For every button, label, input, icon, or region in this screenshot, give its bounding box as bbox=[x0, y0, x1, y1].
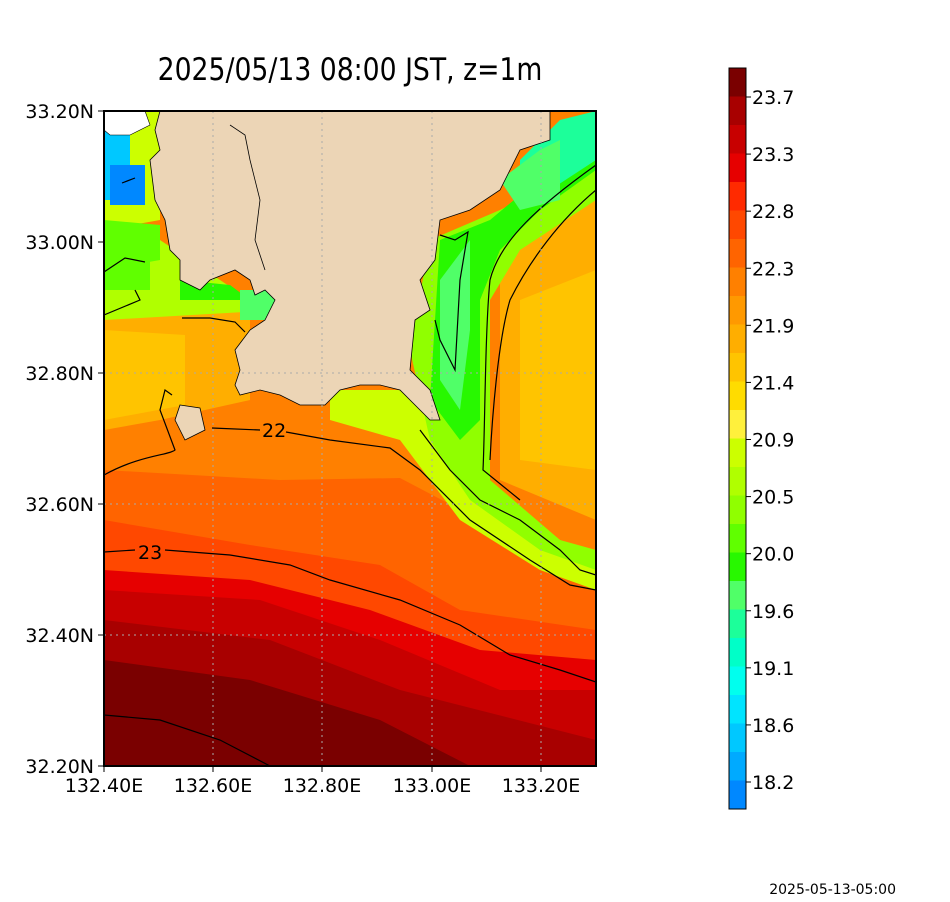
colorbar-swatch bbox=[729, 96, 746, 126]
lat-tick-label: 32.60N bbox=[25, 494, 94, 516]
colorbar-swatch bbox=[729, 666, 746, 696]
colorbar-swatch bbox=[729, 153, 746, 183]
lon-tick-label: 132.60E bbox=[174, 775, 253, 797]
temperature-field bbox=[104, 111, 596, 766]
lon-tick-label: 133.20E bbox=[502, 775, 581, 797]
colorbar-label: 21.4 bbox=[752, 372, 794, 394]
colorbar-swatch bbox=[729, 267, 746, 297]
lon-tick-label: 132.80E bbox=[283, 775, 362, 797]
colorbar-swatch bbox=[729, 609, 746, 639]
colorbar-label: 20.5 bbox=[752, 487, 794, 509]
gridlines bbox=[104, 111, 596, 766]
colorbar-swatch bbox=[729, 239, 746, 268]
map-frame bbox=[103, 110, 597, 767]
colorbar-label: 22.3 bbox=[752, 258, 794, 280]
contour-label-22: 22 bbox=[262, 420, 286, 442]
colorbar-swatch bbox=[729, 410, 746, 439]
colorbar-swatch bbox=[729, 752, 746, 781]
colorbar-labels: 23.7 23.3 22.8 22.3 21.9 21.4 20.9 20.5 20.0 19.6… bbox=[746, 87, 794, 794]
lat-tick-label: 32.40N bbox=[25, 625, 94, 647]
island bbox=[174, 404, 206, 441]
land-mass bbox=[149, 111, 551, 421]
lat-axis: 33.20N 33.00N 32.80N 32.60N 32.40N 32.20… bbox=[25, 101, 104, 778]
colorbar-swatch bbox=[729, 780, 746, 810]
colorbar-swatch bbox=[729, 381, 746, 411]
colorbar-swatch bbox=[729, 581, 746, 610]
lat-tick-label: 32.80N bbox=[25, 363, 94, 385]
colorbar-swatch bbox=[729, 125, 746, 154]
colorbar-swatch bbox=[729, 723, 746, 753]
colorbar-swatch bbox=[729, 638, 746, 667]
lon-axis: 132.40E 132.60E 132.80E 133.00E 133.20E bbox=[65, 766, 581, 797]
lat-tick-label: 32.20N bbox=[25, 756, 94, 778]
colorbar-swatch bbox=[729, 467, 746, 496]
colorbar-swatch bbox=[729, 324, 746, 354]
colorbar-swatch bbox=[729, 68, 746, 97]
map-title: 2025/05/13 08:00 JST, z=1m bbox=[157, 52, 543, 88]
contour-lines bbox=[104, 164, 596, 766]
colorbar-swatch bbox=[729, 438, 746, 468]
land-outline bbox=[229, 124, 266, 271]
colorbar-label: 20.9 bbox=[752, 430, 794, 452]
timestamp: 2025-05-13-05:00 bbox=[769, 882, 896, 898]
colorbar-label: 18.2 bbox=[752, 772, 794, 794]
colorbar-swatch bbox=[729, 695, 746, 724]
lat-tick-label: 33.20N bbox=[25, 101, 94, 123]
colorbar-swatch bbox=[729, 210, 746, 240]
colorbar-label: 21.9 bbox=[752, 315, 794, 337]
colorbar-swatch bbox=[729, 552, 746, 582]
colorbar-label: 20.0 bbox=[752, 544, 794, 566]
colorbar-label: 23.7 bbox=[752, 87, 794, 109]
island bbox=[104, 111, 151, 136]
lat-tick-label: 33.00N bbox=[25, 232, 94, 254]
colorbar-label: 22.8 bbox=[752, 201, 794, 223]
colorbar-label: 19.6 bbox=[752, 601, 794, 623]
colorbar-label: 18.6 bbox=[752, 715, 794, 737]
lon-tick-label: 133.00E bbox=[393, 775, 472, 797]
lon-tick-label: 132.40E bbox=[65, 775, 144, 797]
colorbar-label: 23.3 bbox=[752, 144, 794, 166]
colorbar-swatch bbox=[729, 524, 746, 553]
colorbar-swatch bbox=[729, 182, 746, 211]
colorbar-swatch bbox=[729, 353, 746, 382]
colorbar-label: 19.1 bbox=[752, 658, 794, 680]
colorbar-swatch bbox=[729, 495, 746, 525]
contour-label-23: 23 bbox=[138, 542, 162, 564]
colorbar bbox=[729, 68, 746, 810]
colorbar-frame bbox=[728, 67, 747, 810]
colorbar-swatch bbox=[729, 296, 746, 325]
